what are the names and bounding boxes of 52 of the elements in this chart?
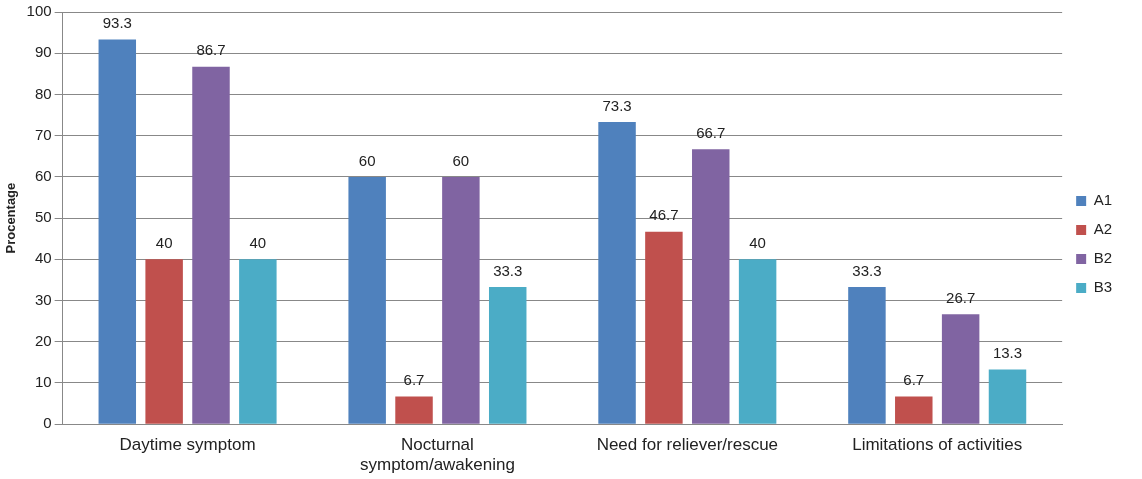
x-tick-label: Daytime symptom [119, 435, 256, 455]
y-tick-label: 60 [34, 167, 52, 185]
x-tick-label: Limitations of activities [852, 435, 1023, 455]
bar [941, 314, 980, 424]
data-label: 93.3 [102, 14, 132, 32]
bar [645, 231, 683, 424]
bar [895, 396, 933, 424]
data-label: 86.7 [196, 41, 226, 59]
bar [348, 176, 386, 424]
bar [692, 149, 730, 424]
data-label: 40 [749, 233, 766, 251]
y-tick-label: 0 [43, 414, 52, 432]
data-label: 33.3 [493, 261, 523, 279]
legend-label: B2 [1093, 249, 1113, 267]
data-label: 33.3 [852, 261, 882, 279]
bar [239, 259, 277, 424]
x-tick-label: Need for reliever/rescue [596, 435, 779, 455]
bar [598, 122, 636, 424]
y-tick-label: 70 [34, 125, 52, 143]
data-label: 60 [358, 151, 376, 169]
bar [98, 39, 137, 424]
bar [488, 286, 527, 424]
bar [192, 66, 230, 424]
y-tick-label: 10 [34, 373, 52, 391]
data-label: 40 [249, 233, 267, 251]
y-tick-label: 80 [34, 84, 52, 102]
data-label: 13.3 [992, 344, 1023, 362]
data-label: 73.3 [602, 96, 632, 114]
bar [988, 369, 1027, 424]
data-label: 40 [155, 233, 173, 251]
y-tick-label: 50 [34, 208, 52, 226]
data-label: 26.7 [946, 288, 976, 306]
data-label: 66.7 [696, 123, 726, 141]
bar [395, 396, 433, 424]
data-label: 46.7 [649, 206, 679, 224]
data-label: 60 [452, 151, 470, 169]
y-tick-label: 100 [26, 2, 52, 20]
y-tick-label: 90 [34, 43, 52, 61]
bar [442, 176, 480, 424]
legend-label: A2 [1093, 220, 1113, 238]
x-tick-label: Nocturnal symptom/awakening [359, 435, 515, 475]
legend-label: B3 [1093, 278, 1113, 296]
data-label: 6.7 [903, 371, 925, 389]
legend-label: A1 [1093, 191, 1113, 209]
bar [738, 259, 777, 424]
bar [848, 286, 886, 424]
data-label: 6.7 [403, 371, 425, 389]
bar [145, 259, 183, 424]
y-tick-label: 30 [34, 290, 52, 308]
y-tick-label: 40 [34, 249, 52, 267]
y-tick-label: 20 [34, 331, 52, 349]
y-axis-title: Procentage [3, 182, 19, 254]
